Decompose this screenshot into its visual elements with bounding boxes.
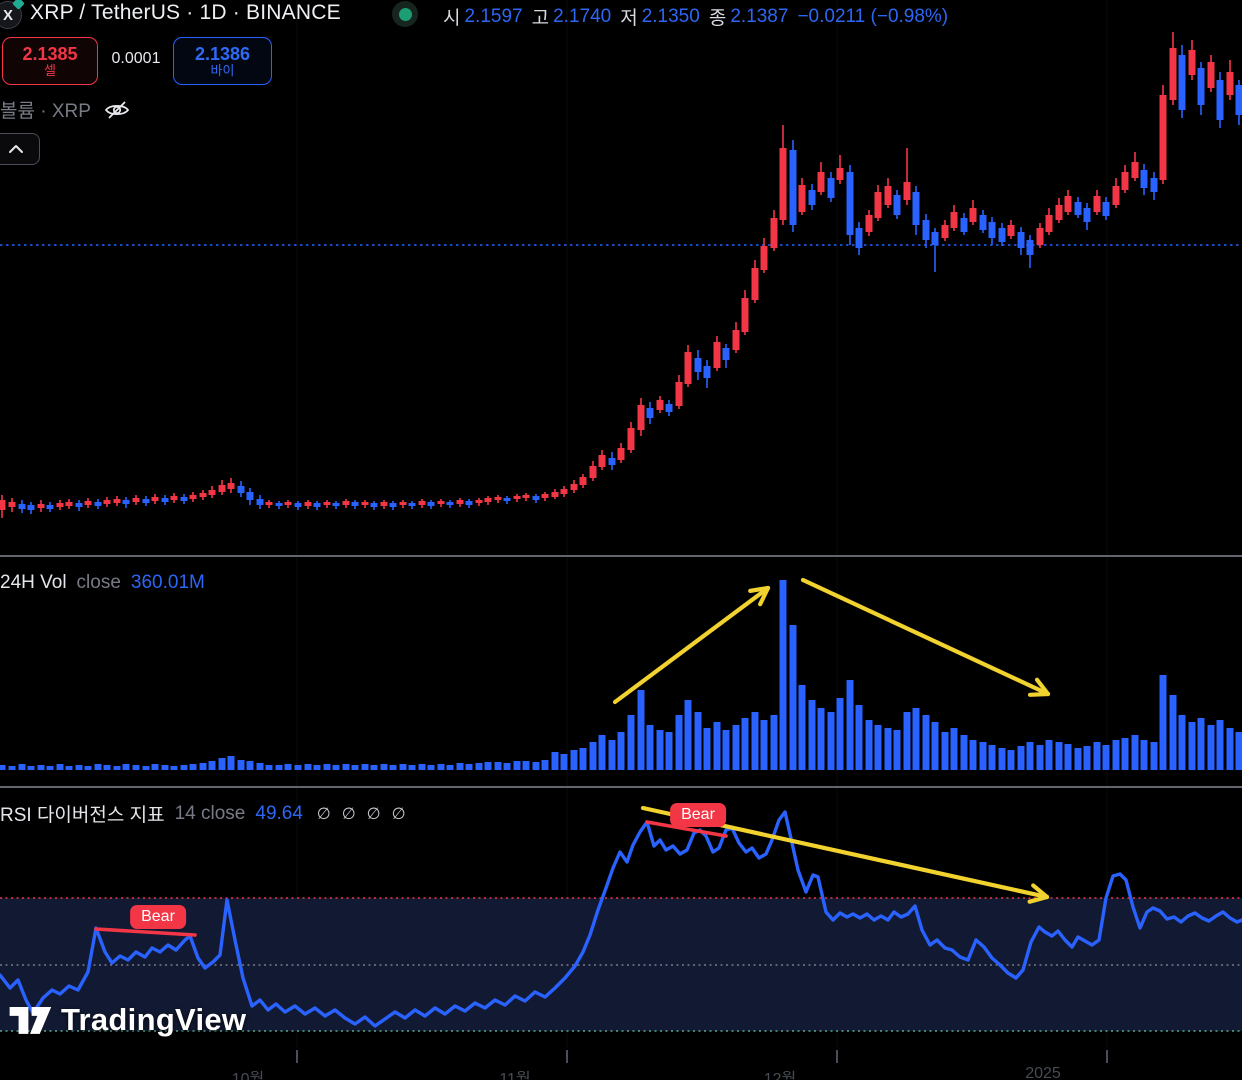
x-axis-label: 11월 <box>499 1071 531 1080</box>
rsi-indicator-value: 49.64 <box>255 802 303 824</box>
candlestick-series <box>0 32 1242 518</box>
volume-rise-arrow[interactable] <box>612 585 771 705</box>
symbol-title[interactable]: XRP / TetherUS · 1D · BINANCE <box>30 1 341 24</box>
sell-label: 셀 <box>44 62 56 78</box>
bearish-divergence-lines <box>94 820 728 937</box>
low-value: 2.1350 <box>641 5 700 27</box>
buy-price: 2.1386 <box>194 43 251 64</box>
volume-legend-row: 볼륨 · XRP <box>0 96 131 123</box>
ohlc-readout: 시 2.1597 고 2.1740 저 2.1350 종 2.1387 −0.0… <box>443 3 948 30</box>
volume-bars <box>0 580 1242 770</box>
sell-button[interactable]: 2.1385 셀 <box>2 37 98 85</box>
market-open-indicator-icon <box>398 7 412 21</box>
eye-off-icon[interactable] <box>103 98 131 122</box>
close-value: 2.1387 <box>730 5 789 27</box>
volume-pane-header[interactable]: 24H Vol close 360.01M <box>0 572 205 594</box>
rsi-null-value-icons: ∅ ∅ ∅ ∅ <box>317 804 406 824</box>
tradingview-watermark: TradingView <box>8 1000 246 1040</box>
open-label: 시 <box>443 8 461 29</box>
open-value: 2.1597 <box>464 5 523 27</box>
null-value-icon: ∅ <box>341 805 356 823</box>
rsi-line <box>0 810 1242 1028</box>
high-value: 2.1740 <box>553 5 612 27</box>
volume-legend-label: 볼륨 · XRP <box>0 101 91 122</box>
null-value-icon: ∅ <box>391 805 406 823</box>
tradingview-logo-text: TradingView <box>61 1002 247 1037</box>
x-axis-label: 12월 <box>763 1071 797 1080</box>
buy-label: 바이 <box>210 62 235 78</box>
high-label: 고 <box>531 8 550 29</box>
x-axis-label: 10월 <box>231 1071 265 1080</box>
change-value: −0.0211 (−0.98%) <box>797 5 949 27</box>
spread-value: 0.0001 <box>111 50 161 67</box>
volume-indicator-source: close <box>76 572 121 593</box>
buy-button[interactable]: 2.1386 바이 <box>173 37 272 85</box>
chevron-up-icon <box>9 145 23 153</box>
market-status-dot <box>392 1 418 27</box>
volume-indicator-value: 360.01M <box>130 572 205 593</box>
low-label: 저 <box>620 8 638 29</box>
x-axis-label: 2025 <box>1025 1065 1061 1080</box>
rsi-indicator-title: RSI 다이버전스 지표 <box>0 805 165 826</box>
volume-fall-arrow[interactable] <box>800 577 1051 697</box>
bear-divergence-label[interactable]: Bear <box>130 905 186 929</box>
null-value-icon: ∅ <box>316 805 331 823</box>
null-value-icon: ∅ <box>366 805 381 823</box>
rsi-pane-header[interactable]: RSI 다이버전스 지표 14 close 49.64 ∅ ∅ ∅ ∅ <box>0 800 406 827</box>
sell-price: 2.1385 <box>22 43 78 64</box>
collapse-panel-button[interactable] <box>0 133 40 165</box>
pane-dividers <box>0 555 1242 788</box>
bear-divergence-label[interactable]: Bear <box>670 803 726 827</box>
volume-indicator-title: 24H Vol <box>0 572 67 593</box>
rsi-indicator-params: 14 close <box>174 802 246 824</box>
close-label: 종 <box>708 8 727 29</box>
tradingview-logo-icon <box>9 1006 52 1034</box>
